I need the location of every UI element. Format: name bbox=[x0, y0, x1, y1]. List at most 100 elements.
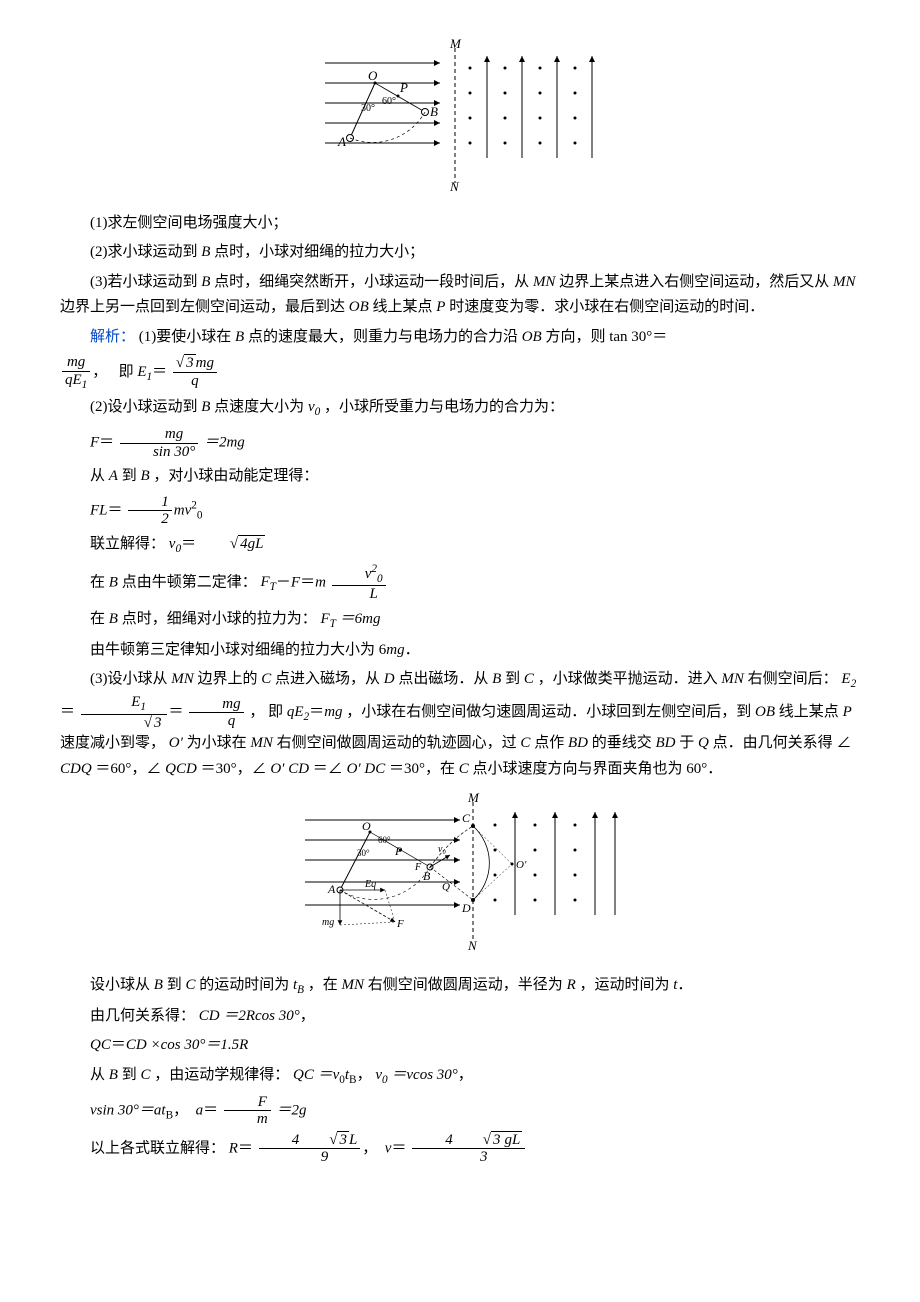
s4k: 以上各式联立解得： bbox=[90, 1140, 225, 1156]
s3o: 的垂线交 bbox=[592, 735, 652, 751]
q3-a: (3)若小球运动到 bbox=[90, 274, 198, 290]
s2-A: A bbox=[109, 468, 118, 484]
s3g: 右侧空间后： bbox=[748, 671, 838, 687]
s1a: (1)要使小球在 bbox=[139, 329, 232, 345]
s2k: 点时，细绳对小球的拉力为： bbox=[122, 611, 317, 627]
eq-mg: mg bbox=[67, 354, 85, 370]
s2-AtoB: 从 A 到 B ，对小球由动能定理得： bbox=[60, 464, 860, 490]
s2-B3: B bbox=[109, 574, 118, 590]
s4j: ，由运动学规律得： bbox=[154, 1067, 289, 1083]
s4-intro: 设小球从 B 到 C 的运动时间为 tB ，在 MN 右侧空间做圆周运动，半径为… bbox=[60, 973, 860, 1000]
s1-B: B bbox=[235, 329, 244, 345]
s2-B: B bbox=[201, 399, 210, 415]
q3-b: 点时，细绳突然断开，小球运动一段时间后，从 bbox=[214, 274, 529, 290]
s3c: 点进入磁场，从 bbox=[275, 671, 380, 687]
fig1-label-B: B bbox=[430, 104, 438, 119]
svg-text:M: M bbox=[467, 790, 480, 805]
s3d: 点出磁场．从 bbox=[398, 671, 488, 687]
q1-text: (1)求左侧空间电场强度大小； bbox=[90, 215, 288, 231]
s4h: 从 bbox=[90, 1067, 105, 1083]
q3-MN1: MN bbox=[533, 274, 556, 290]
svg-text:v₀: v₀ bbox=[438, 844, 446, 855]
q3-e: 线上某点 bbox=[373, 299, 433, 315]
s2j: 在 bbox=[90, 611, 105, 627]
svg-text:D: D bbox=[461, 901, 471, 915]
q3-OB: OB bbox=[349, 299, 369, 315]
q3-f: 时速度变为零．求小球在右侧空间运动的时间． bbox=[449, 299, 764, 315]
s3j: 线上某点 bbox=[779, 704, 839, 720]
s2-solve: 联立解得： v0＝ 4gL bbox=[60, 532, 860, 559]
s3v: 点小球速度方向与界面夹角也为 60°． bbox=[473, 761, 723, 777]
s2e: 到 bbox=[122, 468, 137, 484]
eq-tan30: mg qE1 ， 即 E1＝ 3mg q bbox=[60, 354, 860, 391]
svg-text:60°: 60° bbox=[378, 835, 391, 845]
s3b: 边界上的 bbox=[198, 671, 258, 687]
q3-B: B bbox=[201, 274, 210, 290]
eq-CD: 由几何关系得： CD ＝2Rcos 30°， bbox=[60, 1004, 860, 1030]
svg-text:Eq: Eq bbox=[364, 879, 376, 890]
s2-third: 由牛顿第三定律知小球对细绳的拉力大小为 6mg． bbox=[60, 638, 860, 664]
fig1-label-O: O bbox=[368, 68, 378, 83]
solution-1: 解析： (1)要使小球在 B 点的速度最大，则重力与电场力的合力沿 OB 方向，… bbox=[60, 325, 860, 351]
s1-OB: OB bbox=[522, 329, 542, 345]
svg-text:B: B bbox=[423, 869, 431, 883]
svg-text:30°: 30° bbox=[357, 848, 370, 858]
s3t: ＝∠ bbox=[313, 761, 343, 777]
q2-a: (2)求小球运动到 bbox=[90, 244, 198, 260]
svg-text:O′: O′ bbox=[516, 859, 527, 871]
s3s: ＝30°，∠ bbox=[201, 761, 267, 777]
s2i: 点由牛顿第二定律： bbox=[122, 574, 257, 590]
s2h: 在 bbox=[90, 574, 105, 590]
s2c: ，小球所受重力与电场力的合力为： bbox=[324, 399, 564, 415]
s3p: 于 bbox=[679, 735, 694, 751]
question-3: (3)若小球运动到 B 点时，细绳突然断开，小球运动一段时间后，从 MN 边界上… bbox=[60, 270, 860, 321]
eq-FL: FL＝ 1 2 mv20 bbox=[60, 494, 860, 528]
s1d: 即 bbox=[119, 364, 134, 380]
svg-text:Q: Q bbox=[442, 881, 450, 893]
eq-F: F＝ mg sin 30° ＝2mg bbox=[60, 426, 860, 460]
solution-header: 解析： bbox=[90, 329, 135, 345]
svg-text:F: F bbox=[396, 918, 404, 930]
s3e: 到 bbox=[505, 671, 520, 687]
q2-B: B bbox=[201, 244, 210, 260]
page-content: M N O A B bbox=[60, 38, 860, 1166]
s2l: 由牛顿第三定律知小球对细绳的拉力大小为 6 bbox=[90, 642, 386, 658]
svg-text:N: N bbox=[467, 938, 478, 953]
svg-text:C: C bbox=[462, 811, 471, 825]
s2g: 联立解得： bbox=[90, 536, 165, 552]
q2-b: 点时，小球对细绳的拉力大小； bbox=[214, 244, 424, 260]
s4c: 的运动时间为 bbox=[199, 977, 289, 993]
q3-P: P bbox=[436, 299, 445, 315]
s2a: (2)设小球运动到 bbox=[90, 399, 198, 415]
eq-qE1: qE1 bbox=[65, 372, 87, 388]
s2-tension: 在 B 点时，细绳对小球的拉力为： FT ＝6mg bbox=[60, 607, 860, 634]
s3f: ，小球做类平抛运动．进入 bbox=[538, 671, 718, 687]
s1c: 方向，则 tan 30°＝ bbox=[545, 329, 667, 345]
s3q: 点．由几何关系得 ∠ bbox=[713, 735, 852, 751]
s3m: 右侧空间做圆周运动的轨迹圆心，过 bbox=[277, 735, 517, 751]
svg-text:mg: mg bbox=[322, 917, 334, 928]
eq-kinematics: 从 B 到 C ，由运动学规律得： QC ＝v0tB， v0 ＝vcos 30°… bbox=[60, 1063, 860, 1090]
svg-text:P: P bbox=[394, 844, 403, 858]
eq-QC: QC＝CD ×cos 30°＝1.5R bbox=[60, 1033, 860, 1059]
s4f: ，运动时间为 bbox=[579, 977, 669, 993]
s4d: ，在 bbox=[308, 977, 338, 993]
solution-2a: (2)设小球运动到 B 点速度大小为 v0 ，小球所受重力与电场力的合力为： bbox=[60, 395, 860, 422]
s3u: ＝30°，在 bbox=[389, 761, 455, 777]
s2-B4: B bbox=[109, 611, 118, 627]
fig1-label-P: P bbox=[399, 80, 408, 95]
s1b: 点的速度最大，则重力与电场力的合力沿 bbox=[248, 329, 518, 345]
solution-3: (3)设小球从 MN 边界上的 C 点进入磁场，从 D 点出磁场．从 B 到 C… bbox=[60, 667, 860, 782]
s4a: 设小球从 bbox=[90, 977, 150, 993]
fig1-label-M: M bbox=[449, 38, 462, 51]
fig1-label-A: A bbox=[337, 134, 346, 149]
s4e: 右侧空间做圆周运动，半径为 bbox=[368, 977, 563, 993]
s2f: ，对小球由动能定理得： bbox=[153, 468, 318, 484]
s3i: ，小球在右侧空间做匀速圆周运动．小球回到左侧空间后，到 bbox=[346, 704, 751, 720]
s3l: 为小球在 bbox=[187, 735, 247, 751]
s3r: ＝60°，∠ bbox=[95, 761, 161, 777]
q3-c: 边界上某点进入右侧空间运动，然后又从 bbox=[559, 274, 829, 290]
s2b: 点速度大小为 bbox=[214, 399, 304, 415]
fig1-ang60: 60° bbox=[382, 96, 396, 107]
s2-newton: 在 B 点由牛顿第二定律： FT－F＝m v20 L bbox=[60, 563, 860, 603]
